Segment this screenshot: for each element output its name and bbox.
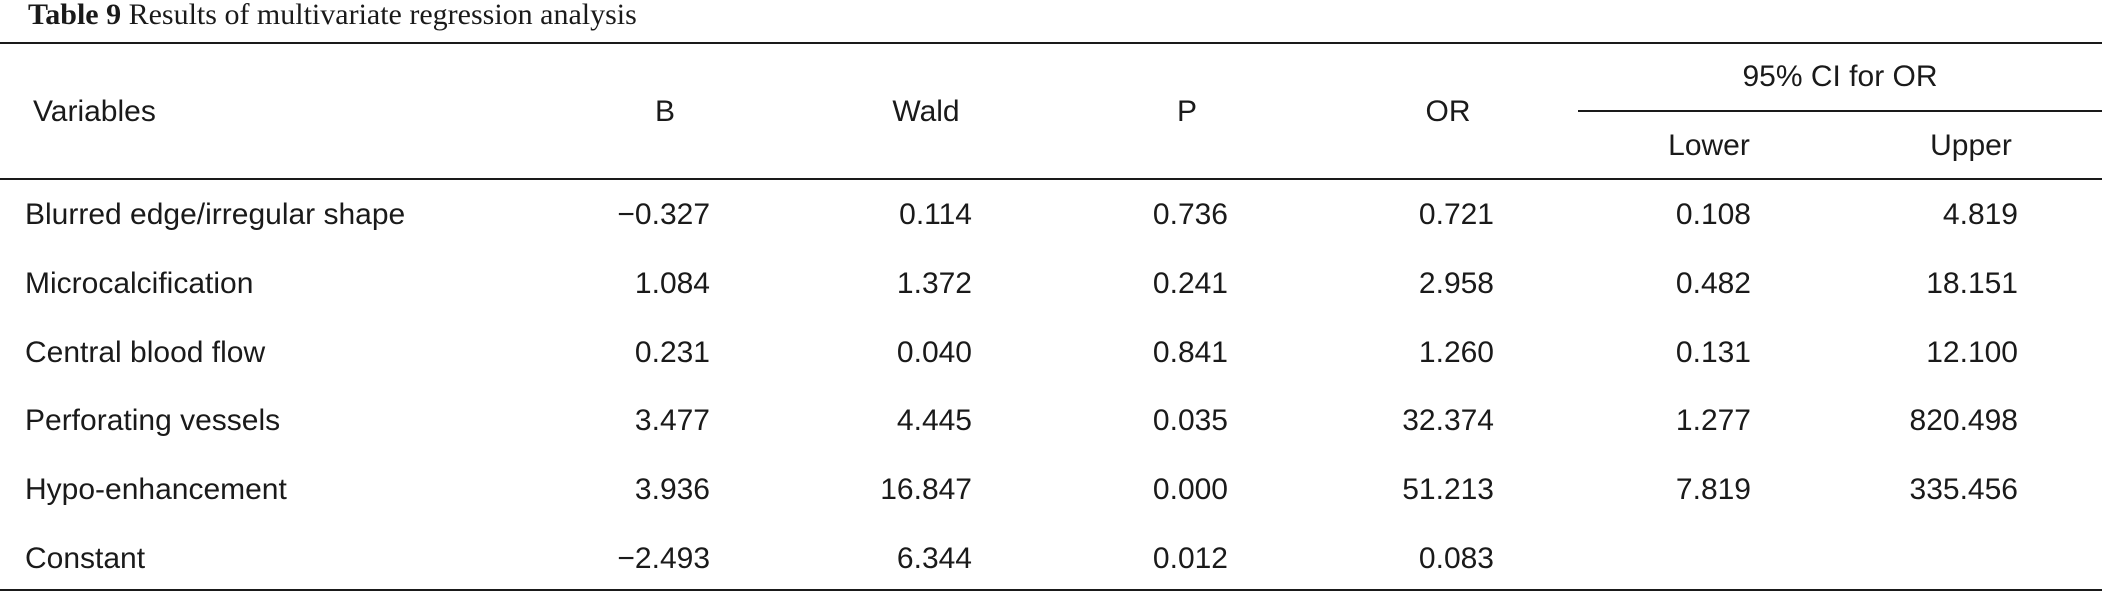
cell-variable: Blurred edge/irregular shape — [25, 198, 406, 231]
cell-p: 0.736 — [1152, 198, 1228, 231]
cell-variable: Microcalcification — [25, 266, 254, 300]
table-title: Results of multivariate regression analy… — [128, 0, 637, 31]
cell-wald: 16.847 — [880, 473, 972, 507]
cell-or: 0.721 — [1418, 198, 1494, 231]
cell-b: 3.936 — [634, 473, 710, 507]
cell-lower: 0.131 — [1675, 335, 1751, 369]
table-caption: Table 9 Results of multivariate regressi… — [28, 0, 637, 30]
cell-variable: Hypo-enhancement — [25, 473, 287, 507]
cell-wald: 4.445 — [896, 404, 972, 438]
ci-group-rule — [1578, 110, 2102, 112]
table-label: Table 9 — [28, 0, 122, 31]
cell-or: 32.374 — [1402, 404, 1494, 438]
table-row: Microcalcification 1.084 1.372 0.241 2.958 0.… — [0, 266, 2102, 335]
cell-or: 0.083 — [1418, 542, 1494, 575]
cell-b: 0.231 — [634, 335, 710, 369]
cell-p: 0.035 — [1152, 404, 1228, 438]
table-row: Central blood flow 0.231 0.040 0.841 1.260 0.… — [0, 335, 2102, 404]
table-row: Hypo-enhancement 3.936 16.847 0.000 51.213 7.… — [0, 472, 2102, 541]
cell-upper: 335.456 — [1909, 473, 2018, 507]
cell-wald: 6.344 — [896, 542, 972, 575]
cell-lower: 7.819 — [1675, 473, 1751, 507]
cell-b: −2.493 — [617, 542, 710, 575]
cell-wald: 0.114 — [899, 198, 972, 231]
header-lower: Lower — [1668, 129, 1750, 162]
cell-or: 51.213 — [1402, 473, 1494, 507]
cell-variable: Central blood flow — [25, 335, 266, 369]
header-or: OR — [1425, 95, 1471, 128]
cell-upper: 18.151 — [1926, 266, 2018, 300]
header-wald: Wald — [892, 95, 960, 128]
cell-p: 0.241 — [1152, 266, 1228, 300]
table-row: Constant −2.493 6.344 0.012 0.083 — [0, 541, 2102, 610]
cell-lower: 0.482 — [1675, 266, 1751, 300]
header-variables: Variables — [33, 95, 156, 128]
header-rule — [0, 178, 2102, 180]
cell-upper: 12.100 — [1926, 335, 2018, 369]
cell-variable: Perforating vessels — [25, 404, 281, 438]
cell-b: 1.084 — [634, 266, 710, 300]
cell-lower: 1.277 — [1675, 404, 1751, 438]
cell-upper: 820.498 — [1909, 404, 2018, 438]
cell-or: 2.958 — [1418, 266, 1494, 300]
cell-wald: 1.372 — [896, 266, 972, 300]
bottom-rule — [0, 589, 2102, 591]
cell-p: 0.000 — [1152, 473, 1228, 507]
cell-wald: 0.040 — [896, 335, 972, 369]
cell-or: 1.260 — [1418, 335, 1494, 369]
cell-p: 0.841 — [1152, 335, 1228, 369]
table-row: Blurred edge/irregular shape −0.327 0.114 0… — [0, 197, 2102, 266]
cell-b: −0.327 — [617, 198, 710, 231]
cell-p: 0.012 — [1152, 542, 1228, 575]
cell-variable: Constant — [25, 542, 146, 575]
header-ci-group: 95% CI for OR — [1742, 60, 1938, 93]
cell-b: 3.477 — [634, 404, 710, 438]
cell-lower: 0.108 — [1675, 198, 1751, 231]
header-b: B — [654, 95, 676, 128]
table-row: Perforating vessels 3.477 4.445 0.035 32.374… — [0, 403, 2102, 472]
header-p: P — [1176, 95, 1198, 128]
top-rule — [0, 42, 2102, 44]
cell-upper: 4.819 — [1942, 198, 2018, 231]
header-upper: Upper — [1930, 129, 2012, 162]
